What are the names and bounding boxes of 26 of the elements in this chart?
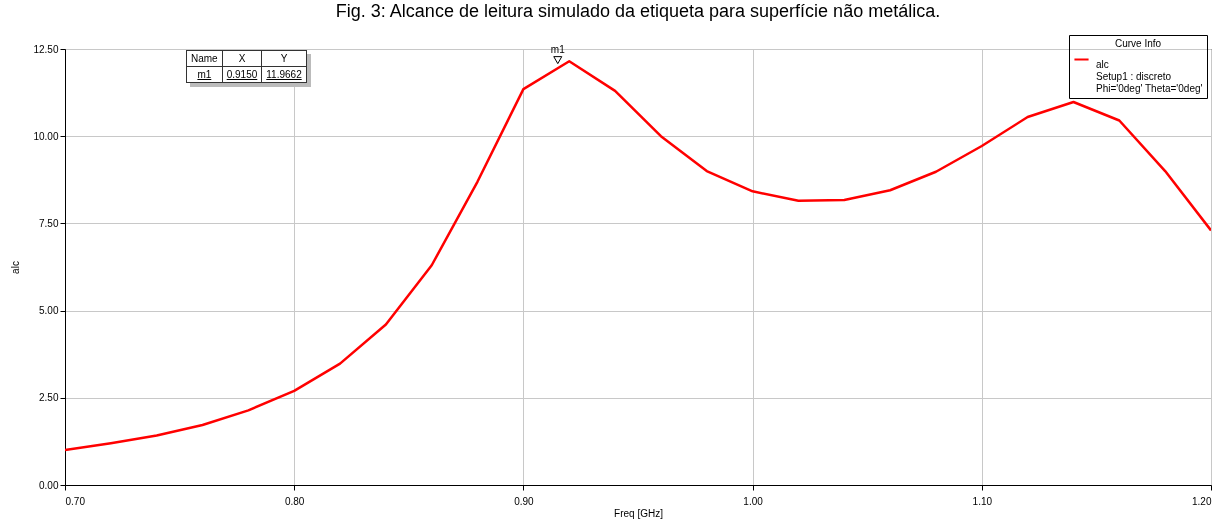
annotation: 11.9662	[261, 66, 307, 83]
x-tick-label: 1.10	[972, 495, 993, 507]
legend-title: Curve Info	[1114, 38, 1162, 49]
x-tick-label: 1.00	[743, 495, 764, 507]
y-tick-label: 0.00	[39, 479, 59, 491]
y-tick-label: 12.50	[33, 43, 59, 55]
annotation: Setup1 : discreto	[1096, 70, 1172, 82]
annotation: Y	[261, 50, 307, 67]
x-tick-label: 0.70	[65, 495, 86, 507]
y-axis-title: alc	[10, 261, 22, 274]
y-tick-label: 2.50	[39, 392, 59, 404]
y-tick-label: 10.00	[33, 130, 59, 142]
annotation: Phi='0deg' Theta='0deg'	[1096, 82, 1203, 94]
annotation: 0.9150	[222, 66, 262, 83]
y-tick-label: 5.00	[39, 305, 59, 317]
annotation: m1	[550, 43, 566, 55]
annotation: Name	[186, 50, 223, 67]
chart-title: Fig. 3: Alcance de leitura simulado da etiqueta para superfície não metálica.	[335, 0, 941, 21]
x-tick-label: 1.20	[1192, 495, 1212, 507]
x-tick-label: 0.90	[514, 495, 535, 507]
annotation: X	[222, 50, 262, 67]
x-axis-title: Freq [GHz]	[614, 507, 664, 519]
legend-label: alc	[1096, 58, 1109, 70]
y-tick-label: 7.50	[39, 217, 59, 229]
annotation: m1	[186, 66, 223, 83]
x-tick-label: 0.80	[284, 495, 305, 507]
